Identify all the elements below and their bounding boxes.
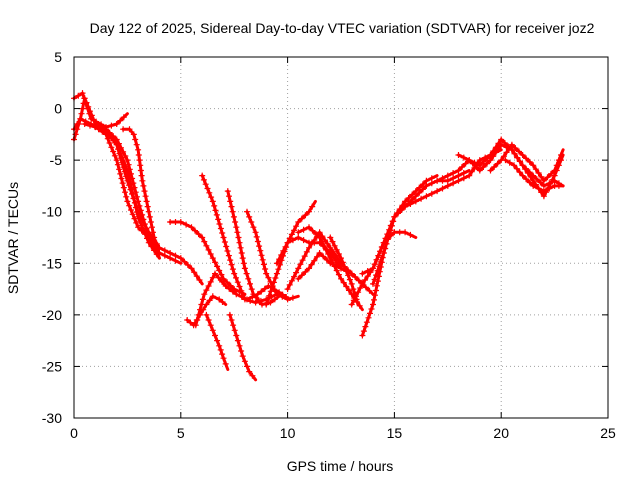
series-s24 xyxy=(370,169,471,287)
y-tick-label: -5 xyxy=(50,152,63,168)
series-markers xyxy=(370,170,467,287)
series-trace xyxy=(72,117,183,265)
series-markers xyxy=(199,172,275,306)
series-s12 xyxy=(203,311,230,371)
x-tick-label: 25 xyxy=(600,425,616,441)
series-s21 xyxy=(348,229,418,308)
series-s28 xyxy=(502,157,565,195)
series-s6 xyxy=(120,126,161,260)
x-tick-label: 15 xyxy=(387,425,403,441)
series-markers xyxy=(184,293,226,329)
tick-layer: 0 5 10 15 20 25 5 0 -5 -10 -15 -20 -25 -30 xyxy=(42,49,616,441)
series-s4 xyxy=(81,121,204,286)
y-tick-label: -20 xyxy=(42,307,62,323)
series-s8 xyxy=(199,172,279,306)
x-tick-label: 0 xyxy=(70,425,78,441)
y-tick-label: 5 xyxy=(54,49,62,65)
series-markers xyxy=(203,311,229,367)
series-trace xyxy=(360,174,439,276)
series-s7 xyxy=(167,219,247,296)
y-tick-label: -25 xyxy=(42,358,62,374)
x-tick-label: 20 xyxy=(493,425,509,441)
series-markers xyxy=(327,234,360,303)
y-tick-label: 0 xyxy=(54,101,62,117)
y-tick-label: -15 xyxy=(42,255,62,271)
series-markers xyxy=(455,141,564,200)
y-axis-label: SDTVAR / TECUs xyxy=(5,182,21,294)
series-s11 xyxy=(184,293,228,329)
series-markers xyxy=(502,157,562,195)
series-s1 xyxy=(71,115,183,265)
series-s5 xyxy=(92,121,161,255)
series-s14 xyxy=(192,270,292,329)
series-s13 xyxy=(226,311,258,382)
series-s18 xyxy=(273,199,317,267)
series-markers xyxy=(273,203,316,267)
series-layer xyxy=(71,90,565,382)
series-s20 xyxy=(327,234,360,306)
x-axis-label: GPS time / hours xyxy=(287,458,394,474)
series-trace xyxy=(185,294,228,327)
series-trace xyxy=(72,91,129,129)
series-s22 xyxy=(359,174,439,277)
chart-title: Day 122 of 2025, Sidereal Day-to-day VTE… xyxy=(90,20,595,36)
series-markers xyxy=(120,126,161,256)
series-markers xyxy=(92,121,160,253)
series-markers xyxy=(81,121,203,283)
series-markers xyxy=(226,311,256,379)
series-trace xyxy=(168,220,247,296)
series-trace xyxy=(489,143,565,183)
series-markers xyxy=(167,219,243,295)
series-s27 xyxy=(487,141,565,184)
plot-frame xyxy=(73,56,609,419)
series-markers xyxy=(192,270,290,329)
x-tick-label: 5 xyxy=(177,425,185,441)
series-markers xyxy=(71,115,179,264)
y-tick-label: -30 xyxy=(42,410,62,426)
y-tick-label: -10 xyxy=(42,204,62,220)
series-markers xyxy=(487,141,564,184)
x-tick-label: 10 xyxy=(280,425,296,441)
